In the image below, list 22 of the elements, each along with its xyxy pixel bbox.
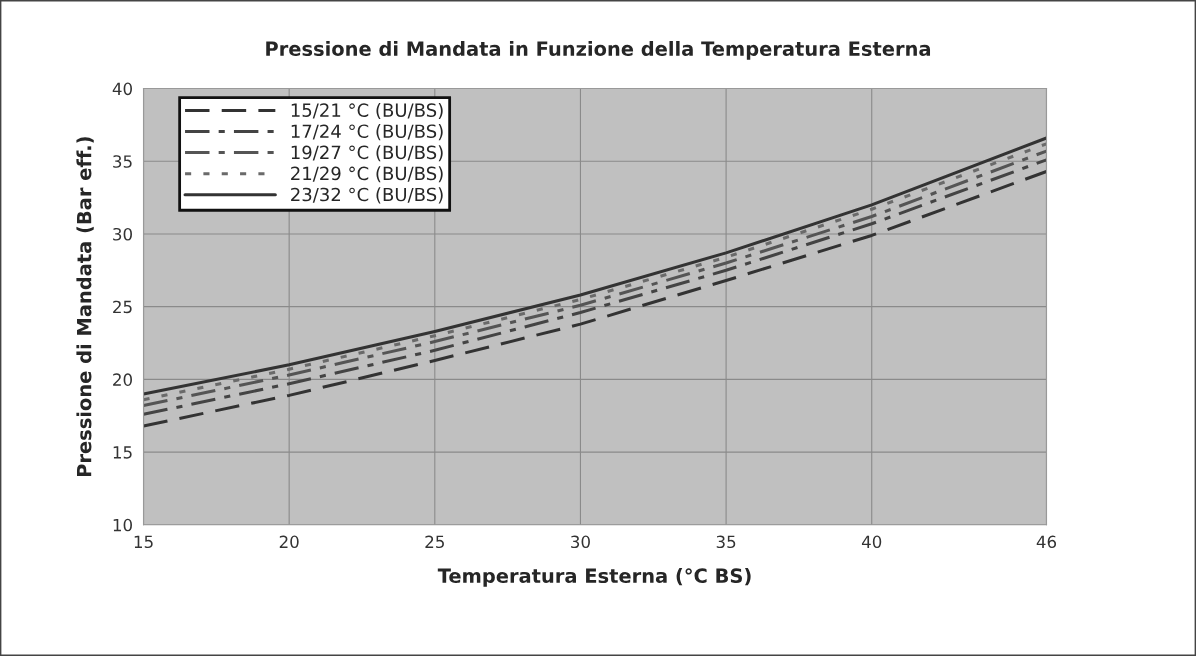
y-tick-label: 30	[113, 227, 132, 241]
legend-label: 15/21 °C (BU/BS)	[291, 103, 443, 120]
x-tick-label: 46	[1036, 535, 1057, 549]
x-tick-label: 20	[279, 535, 299, 549]
y-tick-label: 25	[113, 300, 132, 314]
y-tick-label: 10	[113, 518, 132, 532]
legend-label: 23/32 °C (BU/BS)	[291, 187, 443, 204]
x-tick-label: 35	[716, 535, 736, 549]
y-tick-label: 15	[113, 446, 132, 459]
legend-label: 21/29 °C (BU/BS)	[291, 166, 443, 183]
x-tick-label: 40	[861, 535, 882, 549]
y-tick-label: 35	[113, 155, 132, 168]
y-tick-label: 20	[113, 373, 132, 386]
x-tick-label: 25	[425, 535, 444, 549]
chart-title: Pressione di Mandata in Funzione della Temperatura Esterna	[266, 40, 931, 60]
x-tick-label: 15	[134, 535, 153, 549]
y-axis-title: Pressione di Mandata (Bar eff.)	[76, 137, 94, 477]
legend-label: 19/27 °C (BU/BS)	[291, 145, 443, 162]
x-axis-title: Temperatura Esterna (°C BS)	[437, 568, 751, 587]
legend-label: 17/24 °C (BU/BS)	[291, 124, 443, 141]
x-tick-label: 30	[571, 535, 590, 549]
y-tick-label: 40	[112, 82, 132, 96]
